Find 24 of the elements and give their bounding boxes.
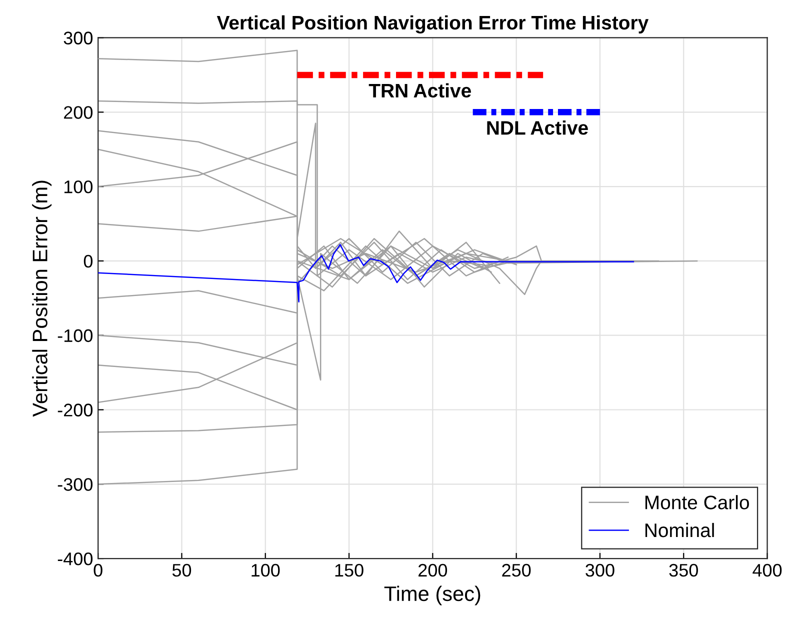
x-tick-label: 300 — [586, 564, 614, 577]
x-tick-label: 250 — [502, 564, 531, 577]
y-tick-label: 300 — [64, 32, 93, 44]
x-tick-label: 350 — [669, 564, 698, 577]
y-tick-label: -100 — [58, 329, 93, 342]
y-tick-label: -300 — [58, 478, 93, 491]
x-axis-title: Time (sec) — [384, 586, 480, 606]
legend-label: Monte Carlo — [645, 495, 749, 510]
y-tick-label: 0 — [84, 254, 93, 268]
y-tick-label: 100 — [64, 180, 93, 194]
y-tick-label: 200 — [64, 106, 93, 119]
x-tick-label: 400 — [752, 564, 782, 577]
legend-label: Nominal — [645, 522, 714, 538]
x-tick-label: 0 — [94, 564, 102, 577]
chart-title: Vertical Position Navigation Error Time History — [216, 15, 649, 34]
x-tick-label: 150 — [335, 564, 364, 577]
y-tick-label: -400 — [58, 552, 93, 566]
x-tick-label: 100 — [252, 564, 280, 577]
x-tick-label: 50 — [172, 564, 192, 577]
y-axis-title: Vertical Position Error (m) — [32, 180, 52, 417]
y-tick-label: -200 — [58, 404, 93, 416]
x-tick-label: 200 — [418, 564, 448, 577]
series-label: NDL Active — [487, 120, 588, 135]
series-label: TRN Active — [368, 83, 471, 98]
